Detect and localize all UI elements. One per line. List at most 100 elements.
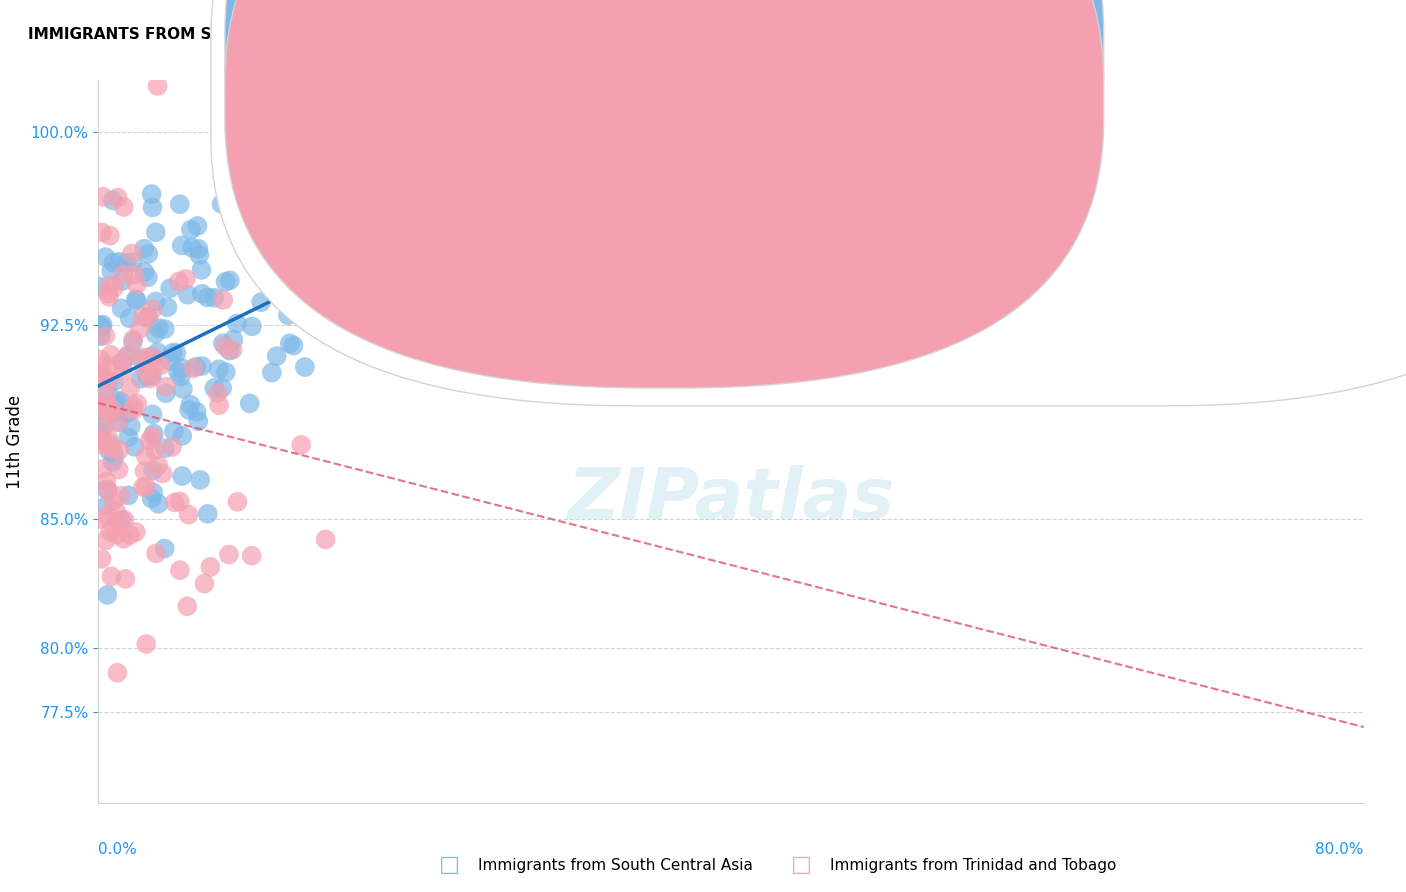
- Point: [240, 549, 263, 563]
- Point: [142, 463, 165, 477]
- Point: [100, 437, 122, 451]
- Point: [214, 275, 236, 289]
- Point: [117, 430, 139, 444]
- Point: [180, 222, 202, 236]
- Point: [121, 255, 143, 269]
- Point: [260, 366, 283, 380]
- Point: [163, 495, 186, 509]
- Point: [101, 455, 124, 469]
- Point: [148, 497, 170, 511]
- Point: [146, 345, 169, 359]
- Text: □: □: [440, 855, 460, 875]
- Point: [101, 442, 124, 457]
- Point: [202, 291, 225, 305]
- Point: [211, 381, 233, 395]
- Point: [107, 514, 129, 528]
- Point: [134, 265, 156, 279]
- Point: [153, 441, 176, 455]
- Point: [290, 438, 312, 452]
- Point: [94, 250, 117, 264]
- Text: ZIPatlas: ZIPatlas: [568, 465, 894, 533]
- Point: [212, 336, 235, 351]
- Point: [104, 405, 127, 419]
- Point: [169, 494, 191, 508]
- Point: [143, 326, 166, 341]
- Point: [105, 527, 128, 541]
- Point: [187, 414, 209, 428]
- Point: [121, 246, 143, 260]
- Point: [160, 440, 183, 454]
- Point: [103, 375, 125, 389]
- Point: [89, 394, 111, 409]
- Point: [267, 164, 290, 178]
- Text: Immigrants from Trinidad and Tobago: Immigrants from Trinidad and Tobago: [830, 858, 1116, 872]
- Text: R =: R =: [696, 40, 735, 58]
- Point: [100, 348, 122, 362]
- Point: [195, 290, 218, 304]
- Point: [89, 512, 111, 526]
- Point: [152, 467, 174, 481]
- Point: [127, 396, 149, 410]
- Point: [96, 499, 118, 513]
- Point: [278, 293, 301, 307]
- Point: [93, 417, 115, 432]
- Point: [107, 665, 129, 680]
- Text: 0.0%: 0.0%: [98, 841, 138, 856]
- Point: [125, 524, 148, 539]
- Point: [129, 351, 152, 366]
- Point: [122, 400, 145, 414]
- Point: [132, 480, 155, 494]
- Point: [115, 8, 138, 22]
- Text: N =: N =: [830, 40, 869, 58]
- Text: 114: 114: [875, 89, 912, 107]
- Point: [118, 528, 141, 542]
- Point: [107, 191, 129, 205]
- Point: [97, 483, 120, 498]
- Point: [145, 546, 167, 560]
- Point: [132, 310, 155, 324]
- Point: [153, 322, 176, 336]
- Point: [89, 434, 111, 448]
- Point: [89, 404, 111, 418]
- Point: [148, 321, 170, 335]
- Point: [122, 268, 145, 282]
- Point: [115, 350, 138, 364]
- Point: [98, 374, 121, 388]
- Point: [211, 197, 233, 211]
- Point: [179, 403, 201, 417]
- Point: [94, 373, 117, 387]
- Point: [98, 524, 121, 539]
- Point: [312, 244, 335, 258]
- Point: [100, 264, 122, 278]
- Point: [283, 338, 305, 352]
- Point: [138, 247, 160, 261]
- Point: [96, 508, 118, 523]
- Point: [177, 287, 200, 301]
- Point: [295, 152, 318, 166]
- Point: [141, 408, 163, 422]
- Point: [225, 317, 247, 331]
- Point: [111, 355, 134, 369]
- Point: [98, 441, 121, 455]
- Text: R =: R =: [696, 89, 735, 107]
- Point: [112, 267, 135, 281]
- Point: [240, 319, 263, 334]
- Point: [226, 495, 249, 509]
- Point: [134, 362, 156, 376]
- Point: [122, 403, 145, 417]
- Point: [96, 588, 118, 602]
- Point: [141, 201, 163, 215]
- Point: [250, 295, 273, 310]
- Point: [89, 352, 111, 367]
- Point: [342, 242, 364, 256]
- Point: [93, 434, 115, 449]
- Point: [294, 359, 316, 374]
- Point: [120, 419, 142, 434]
- Point: [111, 364, 134, 378]
- Point: [263, 268, 285, 282]
- Point: [181, 241, 204, 255]
- Point: [111, 274, 134, 288]
- Point: [91, 318, 114, 332]
- Point: [156, 300, 179, 314]
- Point: [146, 78, 169, 93]
